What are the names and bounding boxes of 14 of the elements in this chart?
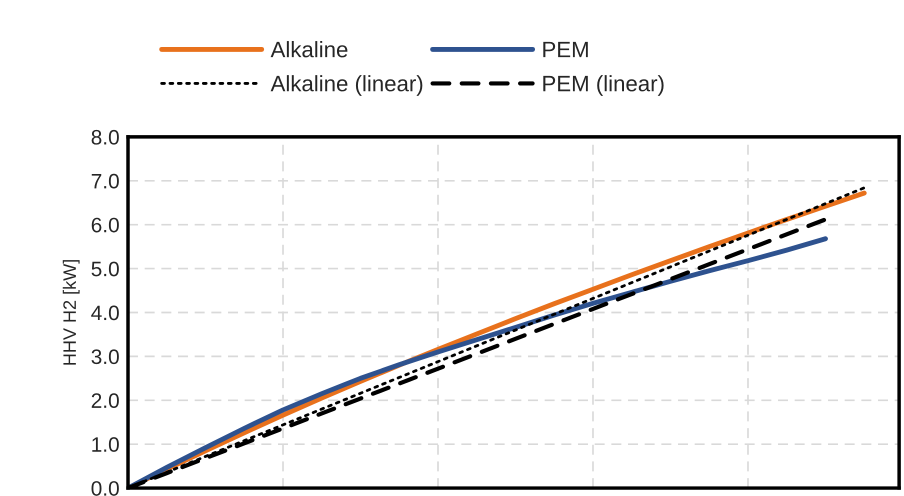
y-tick-label: 0.0 bbox=[92, 481, 119, 496]
y-tick-label: 3.0 bbox=[92, 349, 119, 364]
y-tick-label: 2.0 bbox=[92, 393, 119, 408]
legend-label: PEM (linear) bbox=[543, 75, 664, 96]
legend-label: Alkaline (linear) bbox=[270, 75, 422, 96]
y-tick-label: 8.0 bbox=[92, 130, 119, 145]
y-tick-label: 7.0 bbox=[92, 174, 119, 189]
legend-label: Alkaline bbox=[270, 41, 348, 58]
y-tick-label: 1.0 bbox=[92, 437, 119, 452]
y-tick-label: 5.0 bbox=[92, 262, 119, 276]
y-tick-label: 6.0 bbox=[92, 218, 119, 232]
y-tick-label: 4.0 bbox=[91, 305, 119, 320]
y-axis-title: HHV H2 [kW] bbox=[62, 260, 80, 365]
legend-label: PEM bbox=[543, 42, 588, 58]
